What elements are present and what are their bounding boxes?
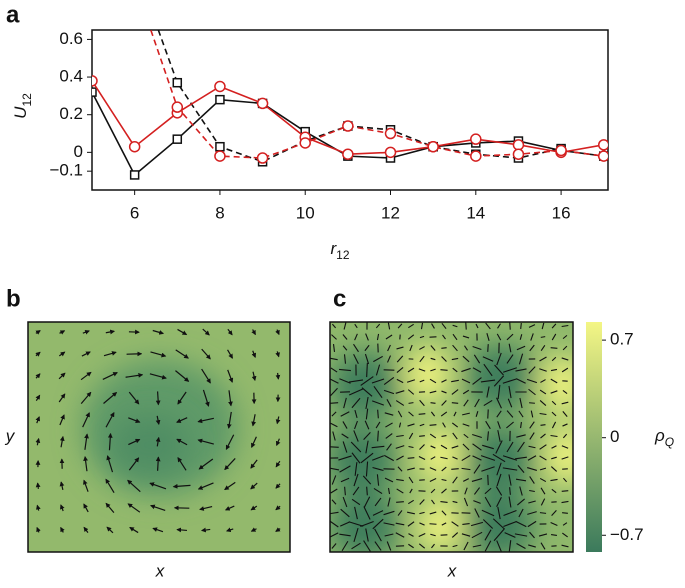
colorbar [586, 322, 602, 552]
y-tick-label: 0.2 [59, 104, 83, 123]
marker [258, 98, 268, 108]
field-arrow [378, 431, 379, 442]
series-line [135, 0, 604, 158]
x-axis-label: x [447, 561, 457, 580]
field-c-map [328, 322, 589, 560]
x-tick-label: 14 [466, 203, 485, 222]
x-axis-label: x [155, 561, 165, 580]
marker [300, 138, 310, 148]
field-arrow [529, 403, 535, 404]
field-arrow [345, 487, 346, 496]
field-arrow [378, 410, 379, 419]
field-arrow [540, 513, 546, 514]
marker [599, 151, 609, 161]
marker [131, 171, 139, 179]
y-axis-label: y [5, 426, 16, 445]
y-tick-label: −0.1 [49, 161, 83, 180]
series-line [92, 92, 604, 175]
y-label-sub: 12 [20, 93, 34, 107]
colorbar-tick-label: 0 [610, 427, 619, 446]
marker [130, 142, 140, 152]
marker [471, 151, 481, 161]
field-arrow [38, 483, 39, 489]
field-arrow [510, 487, 511, 495]
field-b-map [28, 322, 290, 552]
panel-label: a [6, 1, 20, 28]
panel-label: b [6, 285, 21, 312]
field-arrow [367, 487, 368, 496]
field-arrow [510, 322, 511, 329]
marker [386, 147, 396, 157]
marker [599, 140, 609, 150]
field-arrow [451, 469, 458, 470]
x-tick-label: 16 [552, 203, 571, 222]
y-tick-label: 0.6 [59, 29, 83, 48]
field-arrow [441, 348, 446, 349]
marker [386, 129, 396, 139]
marker [513, 140, 523, 150]
marker [215, 81, 225, 91]
series-line [135, 0, 561, 162]
field-arrow [521, 323, 522, 329]
field-arrow [409, 403, 414, 404]
marker [88, 88, 96, 96]
field-arrow [419, 436, 425, 437]
field-arrow [551, 348, 558, 349]
marker [215, 151, 225, 161]
field-arrow [452, 403, 458, 404]
field-arrow [396, 502, 404, 503]
plot-frame [92, 30, 608, 190]
field-arrow [278, 373, 279, 379]
marker [173, 135, 181, 143]
x-tick-label: 12 [381, 203, 400, 222]
marker [556, 145, 566, 155]
marker [216, 143, 224, 151]
colorbar-tick-label: −0.7 [610, 525, 644, 544]
marker [428, 142, 438, 152]
colorbar-label: ρQ [654, 426, 674, 449]
colorbar-tick-label: 0.7 [610, 330, 634, 349]
field-arrow [541, 425, 546, 426]
field-arrow [419, 414, 426, 415]
marker [258, 153, 268, 163]
field-arrow [158, 391, 159, 404]
x-tick-label: 10 [296, 203, 315, 222]
field-arrow [367, 363, 368, 377]
y-axis-label: U12 [11, 93, 34, 119]
x-tick-label: 6 [130, 203, 139, 222]
field-arrow [440, 370, 447, 371]
x-tick-label: 8 [215, 203, 224, 222]
marker [343, 149, 353, 159]
field-arrow [330, 403, 338, 404]
marker [513, 149, 523, 159]
y-tick-label: 0 [74, 142, 83, 161]
field-arrow [562, 513, 568, 514]
plot-area [87, 0, 609, 179]
field-arrow [541, 337, 545, 338]
x-label-sub: 12 [336, 248, 350, 262]
y-label-main: U [11, 106, 30, 119]
field-arrow [430, 425, 437, 426]
panel-label: c [333, 285, 346, 312]
y-tick-label: 0.4 [59, 67, 83, 86]
colorbar-label-sub: Q [665, 435, 674, 449]
marker [471, 134, 481, 144]
colorbar-label-main: ρ [654, 426, 665, 445]
field-arrow [177, 530, 187, 531]
field-arrow [431, 403, 436, 404]
field-arrow [430, 524, 437, 525]
marker [172, 102, 182, 112]
field-arrow [562, 491, 569, 492]
marker [343, 121, 353, 131]
marker [173, 79, 181, 87]
marker [216, 96, 224, 104]
field-arrow [158, 457, 159, 471]
field-arrow [408, 458, 415, 459]
field-arrow [488, 475, 489, 485]
x-axis-label: r12 [330, 239, 349, 262]
